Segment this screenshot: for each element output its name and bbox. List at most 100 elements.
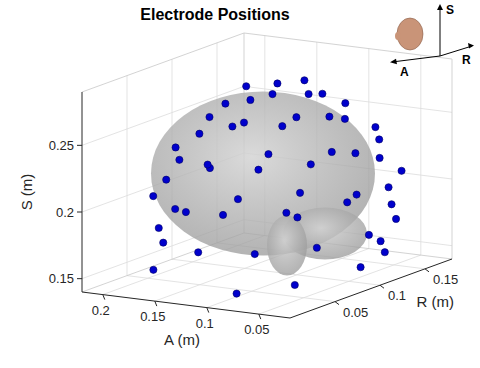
- tick: [207, 308, 209, 313]
- arrow-head: [468, 43, 474, 49]
- electrode: [247, 96, 254, 103]
- grid-line: [127, 76, 128, 276]
- electrode: [172, 144, 179, 151]
- tick-label: 0.05: [244, 322, 269, 337]
- electrode: [229, 123, 236, 130]
- electrode: [341, 115, 348, 122]
- electrode: [234, 196, 241, 203]
- head-nose: [395, 32, 401, 40]
- grid-line: [420, 55, 421, 255]
- brain: [151, 92, 375, 276]
- tick: [77, 145, 82, 146]
- electrode: [219, 211, 226, 218]
- electrode: [352, 150, 359, 157]
- arrow-head: [437, 4, 443, 10]
- tick-label: 0.15: [140, 309, 165, 324]
- electrode: [269, 91, 276, 98]
- inset-axis: [440, 6, 441, 56]
- tick: [77, 212, 82, 213]
- electrode: [326, 113, 333, 120]
- z-axis: [82, 92, 83, 292]
- box-edge: [82, 33, 244, 92]
- head-icon: [397, 18, 423, 50]
- electrode: [372, 124, 379, 131]
- brain-stem: [267, 216, 307, 276]
- axes: 0.05 0.1 0.15 0.2 0.05 0.1 0.15 0.15 0.2 0.25 A (m…: [18, 33, 458, 348]
- electrode: [274, 80, 281, 87]
- electrode: [388, 201, 395, 208]
- electrode: [307, 161, 314, 168]
- axis-title: R (m): [417, 293, 455, 310]
- tick-label: 0.05: [343, 305, 368, 320]
- electrode: [240, 119, 247, 126]
- tick-label: 0.2: [56, 205, 74, 220]
- electrode: [182, 208, 189, 215]
- chart: Electrode Positions 0.05 0.1 0.15 0.2 0.05 0.1…: [0, 0, 480, 368]
- tick: [380, 285, 384, 288]
- title: Electrode Positions: [140, 6, 289, 23]
- electrode: [251, 250, 258, 257]
- box-edge: [452, 59, 453, 259]
- tick: [103, 295, 105, 300]
- electrode: [222, 100, 229, 107]
- tick: [259, 314, 261, 319]
- electrode: [319, 90, 326, 97]
- electrode: [176, 156, 183, 163]
- electrode: [313, 244, 320, 251]
- orientation-inset: S A R: [390, 3, 474, 79]
- electrode: [243, 83, 250, 90]
- tick-label: 0.25: [49, 138, 74, 153]
- electrode: [283, 209, 290, 216]
- inset-label: A: [400, 65, 409, 79]
- electrode: [196, 130, 203, 137]
- tick-label: 0.15: [433, 272, 458, 287]
- electrode: [353, 191, 360, 198]
- electrode: [377, 238, 384, 245]
- electrode: [150, 266, 157, 273]
- electrode: [342, 100, 349, 107]
- tick-label: 0.1: [388, 288, 406, 303]
- electrode: [381, 249, 388, 256]
- tick: [425, 269, 429, 272]
- electrode: [291, 281, 298, 288]
- axis-title: S (m): [18, 174, 35, 211]
- electrode: [392, 215, 399, 222]
- electrode: [155, 224, 162, 231]
- electrode: [160, 239, 167, 246]
- electrode: [204, 161, 211, 168]
- electrode: [265, 151, 272, 158]
- electrode: [163, 176, 170, 183]
- electrode: [385, 184, 392, 191]
- electrode: [206, 113, 213, 120]
- points: [150, 77, 406, 297]
- electrode: [301, 77, 308, 84]
- tick: [155, 301, 157, 306]
- electrode: [376, 154, 383, 161]
- inset-label: S: [446, 3, 454, 17]
- electrode: [357, 264, 364, 271]
- electrode: [344, 199, 351, 206]
- arrow-head: [390, 59, 397, 65]
- electrode: [150, 193, 157, 200]
- electrode: [255, 166, 262, 173]
- inset-label: R: [462, 53, 471, 67]
- axis-title: A (m): [164, 331, 200, 348]
- electrode: [328, 148, 335, 155]
- electrode: [365, 231, 372, 238]
- tick-label: 0.15: [49, 271, 74, 286]
- electrode: [294, 214, 301, 221]
- electrode: [195, 249, 202, 256]
- tick: [77, 278, 82, 279]
- electrode: [296, 189, 303, 196]
- electrode: [279, 123, 286, 130]
- electrode: [293, 114, 300, 121]
- tick: [335, 302, 339, 305]
- electrode: [172, 205, 179, 212]
- electrode: [376, 136, 383, 143]
- grid-line: [127, 276, 335, 302]
- tick-label: 0.2: [92, 303, 110, 318]
- electrode: [398, 167, 405, 174]
- electrode: [305, 90, 312, 97]
- electrode: [233, 290, 240, 297]
- tick-label: 0.1: [196, 316, 214, 331]
